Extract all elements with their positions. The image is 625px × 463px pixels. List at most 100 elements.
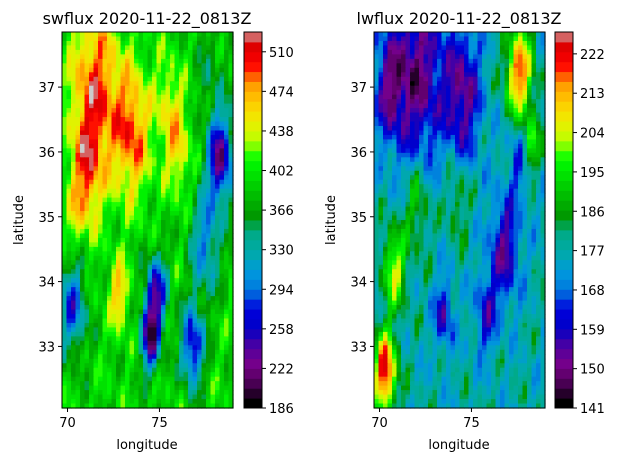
field-cell — [120, 206, 126, 212]
field-cell — [129, 85, 135, 91]
field-cell — [518, 99, 524, 105]
field-cell — [80, 349, 86, 355]
field-cell — [183, 220, 189, 226]
field-cell — [170, 126, 176, 132]
field-cell — [174, 399, 180, 405]
field-cell — [170, 148, 176, 154]
field-cell — [66, 246, 72, 252]
field-cell — [174, 340, 180, 346]
field-cell — [134, 202, 140, 208]
field-cell — [129, 130, 135, 136]
field-cell — [432, 179, 438, 185]
field-cell — [66, 403, 72, 409]
field-cell — [179, 363, 185, 369]
field-cell — [215, 331, 221, 337]
field-cell — [374, 85, 380, 91]
field-cell — [423, 166, 429, 172]
field-cell — [374, 220, 380, 226]
field-cell — [165, 260, 171, 266]
field-cell — [473, 112, 479, 118]
field-cell — [71, 40, 77, 47]
field-cell — [536, 72, 542, 78]
field-cell — [102, 345, 108, 351]
field-cell — [152, 305, 158, 311]
field-cell — [192, 345, 198, 351]
field-cell — [423, 81, 429, 87]
field-cell — [71, 282, 77, 288]
field-cell — [75, 126, 81, 132]
field-cell — [111, 152, 117, 158]
field-cell — [156, 269, 162, 275]
field-cell — [120, 108, 126, 114]
field-cell — [410, 224, 416, 230]
field-cell — [111, 345, 117, 351]
field-cell — [125, 108, 131, 114]
field-cell — [210, 76, 216, 82]
field-cell — [419, 130, 425, 136]
field-cell — [188, 157, 194, 163]
field-cell — [459, 90, 465, 96]
field-cell — [455, 94, 461, 100]
field-cell — [75, 139, 81, 145]
field-cell — [156, 94, 162, 100]
field-cell — [183, 206, 189, 212]
field-cell — [215, 381, 221, 387]
field-cell — [66, 242, 72, 248]
field-cell — [215, 193, 221, 199]
field-cell — [93, 237, 99, 243]
field-cell — [197, 211, 203, 217]
field-cell — [210, 273, 216, 279]
field-cell — [134, 130, 140, 136]
field-cell — [170, 179, 176, 185]
field-cell — [392, 184, 398, 190]
field-cell — [201, 296, 207, 302]
field-cell — [156, 363, 162, 369]
field-cell — [165, 76, 171, 82]
field-cell — [116, 63, 122, 69]
field-cell — [464, 94, 470, 100]
field-cell — [446, 76, 452, 82]
field-cell — [80, 403, 86, 409]
field-cell — [224, 206, 230, 212]
field-cell — [468, 45, 474, 51]
field-cell — [152, 287, 158, 293]
field-cell — [206, 390, 212, 396]
field-cell — [210, 381, 216, 387]
field-cell — [66, 179, 72, 185]
field-cell — [116, 94, 122, 100]
field-cell — [509, 72, 515, 78]
field-cell — [224, 376, 230, 382]
field-cell — [531, 90, 537, 96]
field-cell — [495, 143, 501, 149]
field-cell — [147, 76, 153, 82]
field-cell — [134, 331, 140, 337]
field-cell — [165, 376, 171, 382]
field-cell — [219, 36, 225, 42]
field-cell — [468, 36, 474, 42]
field-cell — [536, 36, 542, 42]
field-cell — [125, 381, 131, 387]
field-cell — [62, 246, 68, 252]
field-cell — [509, 45, 515, 51]
field-cell — [143, 36, 149, 42]
field-cell — [215, 260, 221, 266]
field-cell — [206, 108, 212, 114]
field-cell — [201, 85, 207, 91]
field-cell — [66, 45, 72, 51]
field-cell — [228, 32, 234, 38]
field-cell — [459, 134, 465, 141]
field-cell — [183, 179, 189, 185]
field-cell — [428, 139, 434, 145]
field-cell — [161, 40, 167, 47]
field-cell — [219, 331, 225, 337]
field-cell — [410, 99, 416, 105]
field-cell — [504, 175, 510, 181]
field-cell — [401, 175, 407, 181]
field-cell — [152, 403, 158, 409]
lwflux-panel: lwflux 2020-11-22_0813Z 70 75 3334353637 … — [324, 9, 605, 453]
field-cell — [495, 139, 501, 145]
field-cell — [138, 184, 144, 190]
field-cell — [183, 237, 189, 243]
field-cell — [423, 103, 429, 109]
field-cell — [414, 224, 420, 230]
